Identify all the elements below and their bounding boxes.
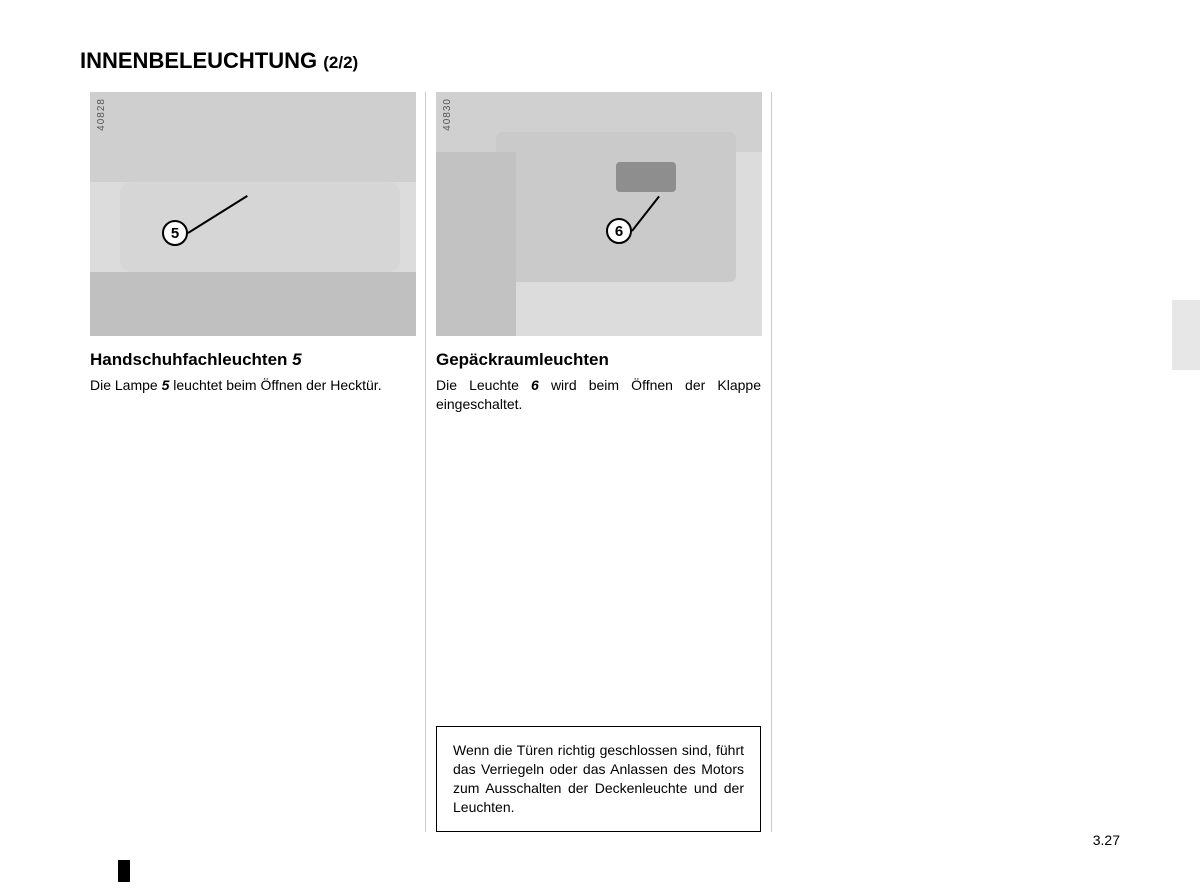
heading-refnum: 5 xyxy=(292,350,301,369)
title-main: INNENBELEUCHTUNG xyxy=(80,48,317,73)
callout-number: 5 xyxy=(171,225,179,242)
body-post: leuchtet beim Öffnen der Heck­tür. xyxy=(169,377,381,393)
section-heading-luggage: Gepäckraumleuchten xyxy=(436,350,761,370)
body-text-glovebox: Die Lampe 5 leuchtet beim Öffnen der Hec… xyxy=(90,376,415,395)
column-3 xyxy=(772,92,1118,832)
heading-text: Handschuhfachleuchten xyxy=(90,350,287,369)
figure-luggage: 40830 6 xyxy=(436,92,762,336)
manual-page: INNENBELEUCHTUNG (2/2) 40828 5 Handschuh… xyxy=(0,0,1200,888)
body-pre: Die Lampe xyxy=(90,377,162,393)
body-refnum: 6 xyxy=(531,377,539,393)
callout-number: 6 xyxy=(615,223,623,240)
figure-glovebox: 40828 5 xyxy=(90,92,416,336)
columns: 40828 5 Handschuhfachleuchten 5 Die Lamp… xyxy=(80,92,1120,832)
page-title: INNENBELEUCHTUNG (2/2) xyxy=(80,48,1120,74)
body-pre: Die Leuchte xyxy=(436,377,531,393)
title-part: (2/2) xyxy=(323,53,358,72)
footer-crop-mark xyxy=(118,860,130,882)
note-box: Wenn die Türen richtig geschlossen sind,… xyxy=(436,726,761,832)
column-1: 40828 5 Handschuhfachleuchten 5 Die Lamp… xyxy=(80,92,426,832)
heading-text: Gepäckraumleuchten xyxy=(436,350,609,369)
note-text: Wenn die Türen richtig geschlossen sind,… xyxy=(453,742,744,815)
column-2: 40830 6 Gepäckraumleuchten Die Leuchte 6… xyxy=(426,92,772,832)
body-text-luggage: Die Leuchte 6 wird beim Öffnen der Klapp… xyxy=(436,376,761,414)
section-heading-glovebox: Handschuhfachleuchten 5 xyxy=(90,350,415,370)
figure-id-label: 40828 xyxy=(96,98,107,131)
figure-id-label: 40830 xyxy=(442,98,453,131)
page-number: 3.27 xyxy=(1093,832,1120,848)
callout-marker-6: 6 xyxy=(606,218,632,244)
callout-marker-5: 5 xyxy=(162,220,188,246)
